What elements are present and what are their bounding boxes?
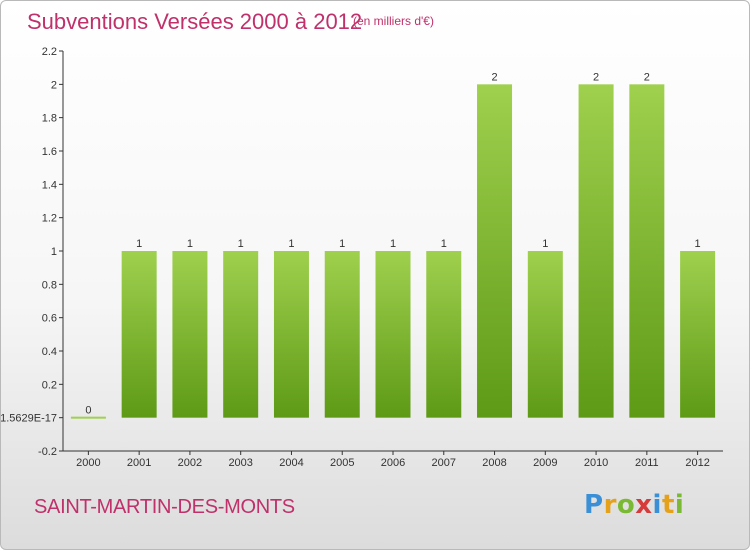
data-label: 1 xyxy=(288,238,294,250)
bar xyxy=(70,416,106,419)
y-tick-label: 1.2 xyxy=(42,213,57,225)
bar xyxy=(629,84,665,418)
y-tick-label: -1.5629E-17 xyxy=(1,413,57,425)
data-label: 1 xyxy=(441,238,447,250)
data-label: 1 xyxy=(238,238,244,250)
x-tick-label: 2008 xyxy=(482,457,506,469)
x-tick-label: 2003 xyxy=(228,457,252,469)
bar xyxy=(121,251,157,418)
bar xyxy=(273,251,309,418)
y-tick-label: -0.2 xyxy=(38,446,57,458)
bar xyxy=(426,251,462,418)
y-tick-label: 2 xyxy=(51,79,57,91)
y-tick-label: 1.4 xyxy=(42,179,57,191)
x-tick-label: 2006 xyxy=(381,457,405,469)
logo-letter: i xyxy=(652,490,662,520)
bar xyxy=(172,251,208,418)
data-label: 1 xyxy=(695,238,701,250)
chart-unit: (en milliers d'€) xyxy=(353,14,434,28)
logo-letter: r xyxy=(603,490,617,520)
x-tick-label: 2002 xyxy=(178,457,202,469)
x-tick-label: 2010 xyxy=(584,457,608,469)
logo-letter: x xyxy=(635,490,653,520)
bar xyxy=(375,251,411,418)
bar xyxy=(477,84,513,418)
bar xyxy=(223,251,259,418)
x-tick-label: 2001 xyxy=(127,457,151,469)
x-tick-label: 2004 xyxy=(279,457,303,469)
logo-letter: i xyxy=(674,490,685,520)
data-label: 1 xyxy=(339,238,345,250)
proxiti-logo: Proxiti xyxy=(584,490,684,520)
data-label: 2 xyxy=(491,71,497,83)
y-tick-label: 0.4 xyxy=(42,346,57,358)
data-label: 2 xyxy=(593,71,599,83)
data-label: 1 xyxy=(136,238,142,250)
logo-letter: o xyxy=(616,490,636,520)
data-label: 1 xyxy=(187,238,193,250)
logo-letter: P xyxy=(584,490,604,520)
bar xyxy=(324,251,360,418)
y-tick-label: 2.2 xyxy=(42,46,57,58)
data-label: 2 xyxy=(644,71,650,83)
bar xyxy=(527,251,563,418)
y-tick-label: 0.2 xyxy=(42,379,57,391)
data-label: 1 xyxy=(542,238,548,250)
y-tick-label: 0.8 xyxy=(42,279,57,291)
x-tick-label: 2012 xyxy=(685,457,709,469)
x-tick-label: 2007 xyxy=(432,457,456,469)
x-tick-label: 2011 xyxy=(635,457,659,469)
x-tick-label: 2005 xyxy=(330,457,354,469)
x-tick-label: 2000 xyxy=(76,457,100,469)
commune-name: SAINT-MARTIN-DES-MONTS xyxy=(34,496,295,518)
data-label: 0 xyxy=(85,405,91,417)
y-tick-label: 1 xyxy=(51,246,57,258)
chart-title: Subventions Versées 2000 à 2012 xyxy=(27,9,363,34)
logo-letter: t xyxy=(661,490,675,520)
data-label: 1 xyxy=(390,238,396,250)
y-tick-label: 1.8 xyxy=(42,113,57,125)
y-tick-label: 1.6 xyxy=(42,146,57,158)
bar xyxy=(680,251,716,418)
bar xyxy=(578,84,614,418)
x-tick-label: 2009 xyxy=(533,457,557,469)
y-tick-label: 0.6 xyxy=(42,313,57,325)
